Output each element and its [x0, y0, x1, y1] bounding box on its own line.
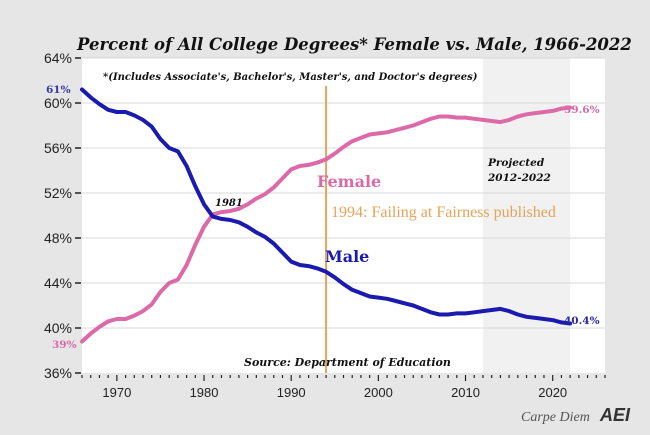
y-tick-label: 60%: [44, 95, 72, 111]
crossover-label: 1981: [215, 198, 243, 209]
x-tick-label: 2020: [538, 385, 567, 400]
x-tick-label: 2000: [364, 385, 393, 400]
x-tick-label: 2010: [451, 385, 480, 400]
male-start-label: 61%: [46, 84, 71, 96]
y-tick-label: 44%: [44, 275, 72, 291]
female-start-label: 39%: [52, 339, 77, 351]
event-annotation: 1994: Failing at Fairness published: [331, 204, 556, 221]
chart-subtitle: *(Includes Associate's, Bachelor's, Mast…: [103, 72, 478, 83]
x-axis: 1970 1980 1990 2000 2010 2020: [81, 375, 606, 400]
y-tick-label: 64%: [44, 50, 72, 66]
y-tick-label: 48%: [44, 230, 72, 246]
y-tick-label: 52%: [44, 185, 72, 201]
x-tick-label: 1980: [190, 385, 219, 400]
projected-label-line1: Projected: [487, 157, 545, 169]
source-note: Source: Department of Education: [244, 356, 451, 369]
y-tick-label: 56%: [44, 140, 72, 156]
x-tick-label: 1970: [102, 385, 131, 400]
female-end-label: 59.6%: [564, 104, 600, 116]
chart-title: Percent of All College Degrees* Female v…: [76, 35, 632, 54]
y-axis: 36% 40% 44% 48% 52% 56% 60% 64%: [44, 50, 81, 381]
brand-label: Carpe Diem: [521, 410, 590, 425]
y-tick-label: 36%: [44, 365, 72, 381]
projected-label-line2: 2012-2022: [487, 172, 551, 184]
female-series-label: Female: [317, 172, 381, 191]
x-tick-label: 1990: [277, 385, 306, 400]
male-end-label: 40.4%: [564, 315, 600, 327]
male-series-line: [80, 87, 573, 326]
y-tick-label: 40%: [44, 320, 72, 336]
male-series-label: Male: [325, 247, 369, 266]
aei-logo: AEI: [599, 405, 631, 425]
female-series-line: [80, 105, 573, 344]
